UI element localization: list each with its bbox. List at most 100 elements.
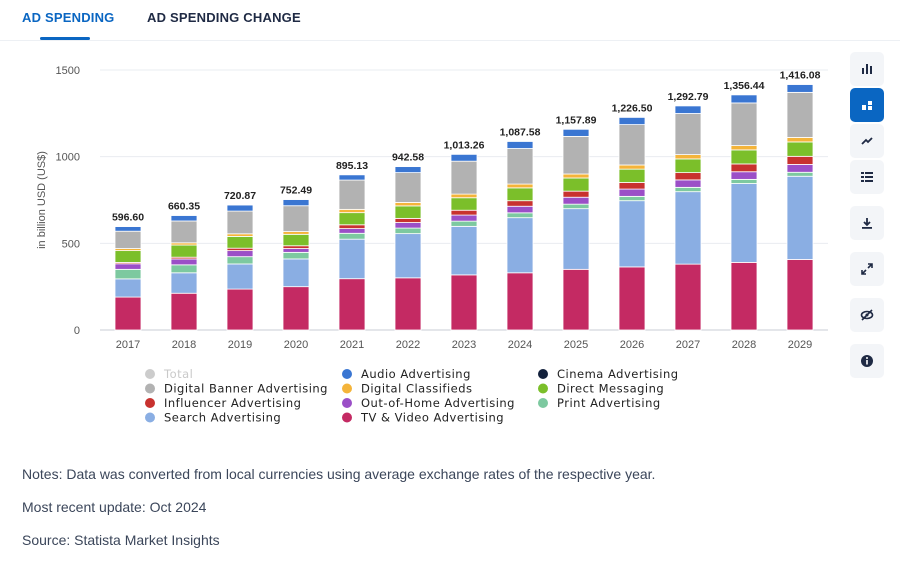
- stacked-bar-button[interactable]: [850, 88, 884, 122]
- bar-segment[interactable]: [450, 274, 478, 331]
- download-button[interactable]: [850, 206, 884, 240]
- bar-segment[interactable]: [730, 183, 758, 263]
- bar-segment[interactable]: [114, 268, 142, 280]
- bar-segment[interactable]: [618, 124, 646, 166]
- table-button[interactable]: [850, 160, 884, 194]
- bar-segment[interactable]: [618, 164, 646, 170]
- bar-segment[interactable]: [450, 225, 478, 276]
- bar-segment[interactable]: [170, 292, 198, 331]
- bar-segment[interactable]: [506, 217, 534, 274]
- bar-segment[interactable]: [170, 264, 198, 274]
- legend-item[interactable]: Print Advertising: [538, 396, 661, 410]
- bar-segment[interactable]: [226, 250, 254, 258]
- bar-segment[interactable]: [674, 154, 702, 160]
- bar-segment[interactable]: [450, 209, 478, 216]
- bar-segment[interactable]: [282, 231, 310, 235]
- legend-item[interactable]: Audio Advertising: [342, 367, 471, 381]
- bar-segment[interactable]: [338, 278, 366, 331]
- info-button[interactable]: [850, 344, 884, 378]
- bar-segment[interactable]: [282, 258, 310, 288]
- bar-segment[interactable]: [394, 172, 422, 203]
- bar-segment[interactable]: [730, 171, 758, 180]
- bar-segment[interactable]: [394, 166, 422, 174]
- bar-segment[interactable]: [562, 177, 590, 192]
- bar-segment[interactable]: [730, 163, 758, 173]
- bar-segment[interactable]: [674, 191, 702, 265]
- expand-button[interactable]: [850, 252, 884, 286]
- bar-segment[interactable]: [394, 277, 422, 331]
- bar-segment[interactable]: [170, 244, 198, 258]
- bar-segment[interactable]: [282, 205, 310, 232]
- bar-segment[interactable]: [114, 278, 142, 298]
- bar-segment[interactable]: [282, 248, 310, 253]
- legend-item[interactable]: Cinema Advertising: [538, 367, 679, 381]
- bar-chart-button[interactable]: [850, 52, 884, 86]
- bar-segment[interactable]: [394, 233, 422, 279]
- bar-segment[interactable]: [338, 238, 366, 280]
- legend-item[interactable]: Out-of-Home Advertising: [342, 396, 515, 410]
- bar-segment[interactable]: [394, 222, 422, 229]
- bar-segment[interactable]: [786, 259, 814, 331]
- tab-ad-spending[interactable]: AD SPENDING: [22, 10, 115, 25]
- bar-segment[interactable]: [226, 256, 254, 265]
- bar-segment[interactable]: [338, 179, 366, 210]
- bar-segment[interactable]: [786, 91, 814, 138]
- legend-item[interactable]: Digital Classifieds: [342, 382, 473, 396]
- bar-segment[interactable]: [506, 205, 534, 214]
- bar-segment[interactable]: [618, 168, 646, 183]
- bar-segment[interactable]: [618, 188, 646, 197]
- bar-segment[interactable]: [506, 141, 534, 149]
- bar-segment[interactable]: [394, 202, 422, 207]
- legend-item[interactable]: Total: [145, 367, 193, 381]
- bar-segment[interactable]: [338, 208, 366, 214]
- bar-segment[interactable]: [674, 172, 702, 181]
- bar-segment[interactable]: [562, 190, 590, 198]
- bar-segment[interactable]: [338, 232, 366, 240]
- legend-item[interactable]: Digital Banner Advertising: [145, 382, 328, 396]
- bar-segment[interactable]: [562, 135, 590, 175]
- legend-item[interactable]: Influencer Advertising: [145, 396, 301, 410]
- bar-segment[interactable]: [674, 158, 702, 174]
- bar-segment[interactable]: [562, 128, 590, 137]
- bar-segment[interactable]: [562, 196, 590, 205]
- bar-segment[interactable]: [114, 250, 142, 263]
- bar-segment[interactable]: [450, 153, 478, 162]
- bar-segment[interactable]: [338, 224, 366, 230]
- bar-segment[interactable]: [450, 214, 478, 222]
- bar-segment[interactable]: [114, 226, 142, 232]
- bar-segment[interactable]: [618, 182, 646, 190]
- bar-segment[interactable]: [338, 174, 366, 181]
- legend-item[interactable]: Direct Messaging: [538, 382, 664, 396]
- bar-segment[interactable]: [562, 173, 590, 179]
- bar-segment[interactable]: [786, 164, 814, 173]
- bar-segment[interactable]: [674, 105, 702, 114]
- bar-segment[interactable]: [786, 171, 814, 177]
- hide-button[interactable]: [850, 298, 884, 332]
- bar-segment[interactable]: [282, 199, 310, 207]
- bar-segment[interactable]: [170, 258, 198, 266]
- bar-segment[interactable]: [282, 233, 310, 247]
- bar-segment[interactable]: [506, 187, 534, 202]
- bar-segment[interactable]: [562, 208, 590, 270]
- bar-segment[interactable]: [506, 212, 534, 219]
- bar-segment[interactable]: [394, 217, 422, 223]
- bar-segment[interactable]: [674, 113, 702, 155]
- bar-segment[interactable]: [786, 175, 814, 260]
- bar-segment[interactable]: [730, 149, 758, 165]
- bar-segment[interactable]: [674, 179, 702, 188]
- legend-item[interactable]: TV & Video Advertising: [342, 411, 504, 425]
- bar-segment[interactable]: [226, 263, 254, 290]
- bar-segment[interactable]: [562, 203, 590, 210]
- bar-segment[interactable]: [730, 94, 758, 104]
- bar-segment[interactable]: [450, 160, 478, 195]
- bar-segment[interactable]: [226, 235, 254, 249]
- bar-segment[interactable]: [618, 266, 646, 331]
- bar-segment[interactable]: [730, 178, 758, 184]
- bar-segment[interactable]: [786, 155, 814, 165]
- bar-segment[interactable]: [282, 251, 310, 260]
- bar-segment[interactable]: [786, 137, 814, 143]
- bar-segment[interactable]: [562, 268, 590, 331]
- bar-segment[interactable]: [282, 286, 310, 331]
- bar-segment[interactable]: [450, 220, 478, 227]
- bar-segment[interactable]: [506, 200, 534, 207]
